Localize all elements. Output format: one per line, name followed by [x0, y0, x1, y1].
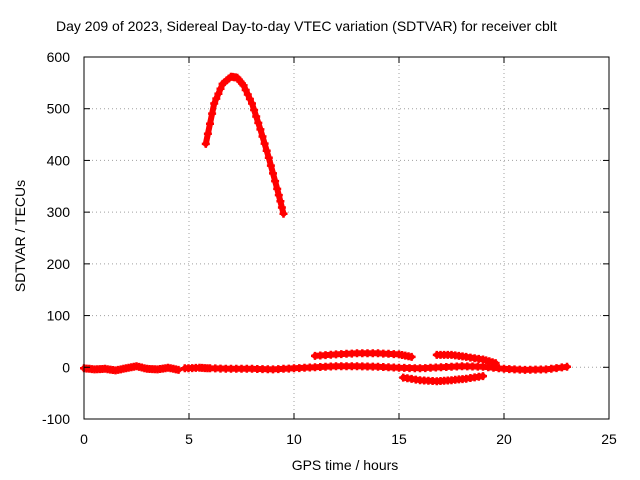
x-tick-label: 5 — [185, 431, 193, 447]
y-tick-label: 100 — [47, 308, 71, 324]
data-point-marker — [266, 161, 275, 170]
data-point-marker — [174, 365, 183, 374]
data-point-marker — [491, 359, 500, 368]
data-point-marker — [271, 177, 280, 186]
data-point-marker — [216, 84, 225, 93]
y-tick-label: 500 — [47, 101, 71, 117]
data-point-marker — [277, 203, 286, 212]
data-point-marker — [479, 372, 487, 381]
data-point-marker — [248, 99, 256, 108]
data-point-marker — [258, 132, 267, 141]
data-point-marker — [250, 106, 259, 114]
data-point-marker — [563, 362, 571, 371]
data-point-marker — [208, 109, 217, 118]
data-point-marker — [407, 352, 416, 361]
data-point-marker — [256, 125, 265, 134]
data-point-marker — [252, 112, 261, 121]
axis-ticks: 0 5 10 15 20 25 -100 0 100 200 300 400 500 600 — [42, 49, 617, 447]
data-point-marker — [254, 118, 263, 127]
series-arc-1 — [80, 362, 183, 375]
y-tick-label: 0 — [62, 359, 70, 375]
data-point-marker — [279, 209, 288, 218]
chart-title: Day 209 of 2023, Sidereal Day-to-day VTE… — [56, 18, 557, 34]
data-point-marker — [201, 139, 210, 148]
series-arc-4 — [311, 349, 416, 361]
series-arc-6 — [432, 350, 500, 368]
x-axis-label: GPS time / hours — [291, 457, 399, 473]
data-point-marker — [203, 129, 212, 138]
y-tick-label: 200 — [47, 256, 71, 272]
data-point-marker — [269, 169, 277, 178]
data-point-marker — [274, 191, 283, 200]
data-point-marker — [245, 95, 254, 103]
data-point-marker — [212, 94, 221, 103]
x-tick-label: 0 — [80, 431, 88, 447]
data-point-marker — [260, 139, 269, 148]
data-point-marker — [239, 81, 248, 90]
data-point-marker — [210, 99, 219, 108]
data-point-marker — [273, 184, 282, 193]
y-axis-label: SDTVAR / TECUs — [12, 179, 28, 293]
y-tick-label: 400 — [47, 152, 71, 168]
data-point-marker — [264, 153, 273, 162]
x-tick-label: 20 — [496, 431, 512, 447]
x-tick-label: 10 — [286, 431, 302, 447]
y-tick-label: -100 — [42, 411, 70, 427]
data-point-marker — [241, 86, 250, 94]
series-arc-5 — [399, 372, 487, 386]
data-point-marker — [276, 197, 285, 206]
plot-frame — [83, 56, 610, 420]
series-layer — [80, 72, 571, 386]
data-point-marker — [214, 89, 223, 98]
series-arc-2 — [180, 362, 571, 374]
x-tick-label: 15 — [391, 431, 407, 447]
data-point-marker — [262, 146, 271, 155]
y-tick-label: 300 — [47, 204, 71, 220]
y-tick-label: 600 — [47, 49, 71, 65]
series-arc-3 — [201, 72, 288, 218]
grid-lines — [84, 57, 609, 419]
x-tick-label: 25 — [601, 431, 617, 447]
data-point-marker — [243, 90, 252, 99]
data-point-marker — [206, 119, 214, 128]
